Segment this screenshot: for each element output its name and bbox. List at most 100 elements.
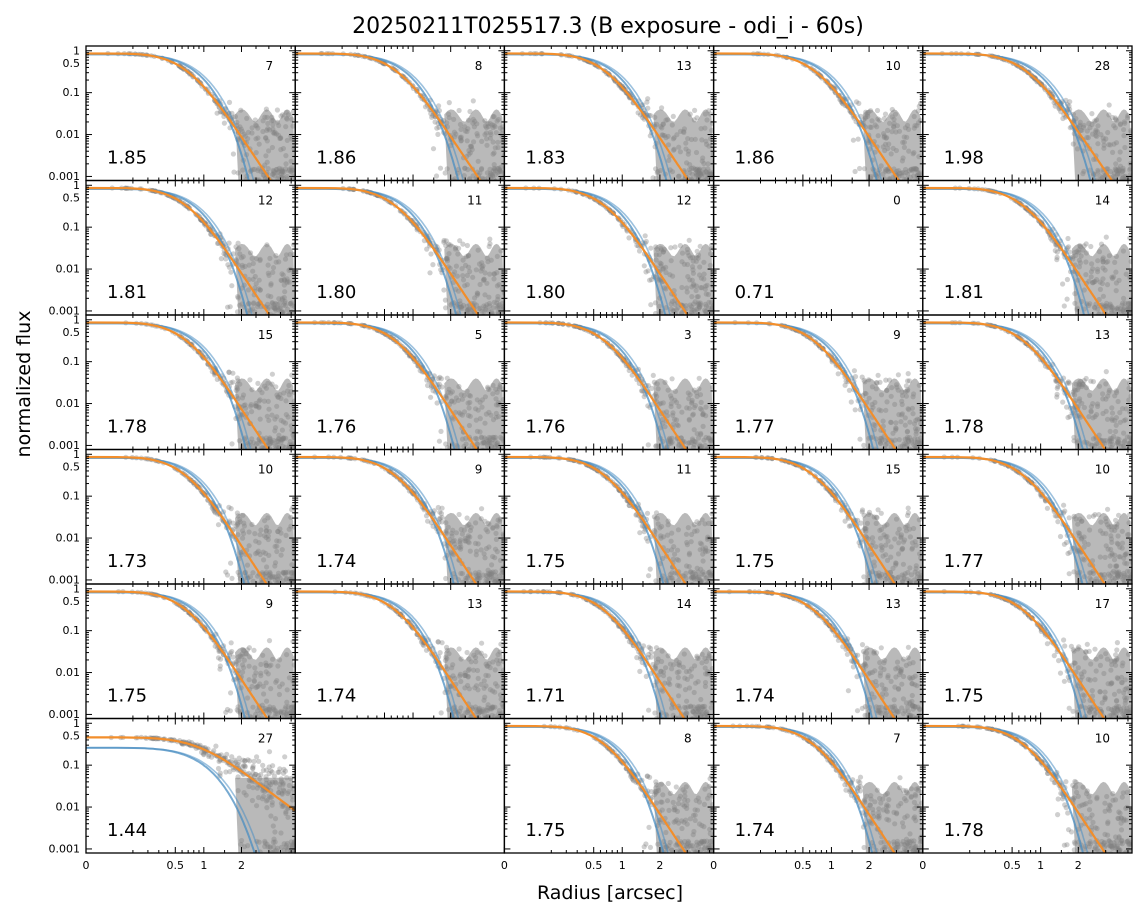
psf-data-point [856,100,862,106]
psf-data-point [852,168,858,175]
psf-data-point [234,375,240,381]
psf-data-point [905,512,911,519]
psf-data-point [698,452,703,457]
gaussian-fit-line [504,53,673,181]
psf-data-point [285,451,290,456]
psf-data-point [1060,399,1066,405]
psf-data-point [472,451,477,456]
psf-data-point [1103,369,1109,375]
psf-data-point [289,507,295,513]
psf-data-point [1064,296,1070,302]
psf-data-point [457,238,463,244]
y-tick-label: 0.5 [63,326,81,339]
psf-data-point [1108,451,1113,456]
psf-panel: 111.75 [503,448,715,590]
psf-data-point [1097,584,1102,589]
panel-ticks [294,180,505,315]
psf-data-point [1103,234,1109,240]
psf-data-point [487,241,493,247]
psf-data-point [1083,241,1089,247]
psf-data-point [479,506,485,512]
psf-data-point [708,243,714,249]
x-axis-label: Radius [arcsec] [537,882,683,904]
psf-data-point [859,374,865,380]
psf-data-point [277,183,282,188]
fwhm-value-label: 1.78 [944,417,984,438]
y-tick-label: 0.1 [63,490,81,503]
psf-data-point [877,379,883,385]
star-count-label: 3 [684,328,692,342]
psf-data-point [1120,451,1125,456]
psf-data-point [670,113,676,119]
psf-data-point [228,269,234,275]
psf-data-point [696,375,702,381]
psf-data-point [850,137,857,143]
gaussian-fit-line [922,187,1086,315]
psf-data-point [490,451,495,456]
psf-data-point [635,110,641,116]
psf-data-point [226,369,232,375]
psf-data-point [464,242,470,249]
psf-data-point [1054,257,1060,263]
psf-data-point [694,248,700,254]
psf-data-point [678,316,683,321]
psf-data-point [1106,102,1112,108]
psf-data-point [859,509,865,515]
psf-panel: 131.83 [503,45,715,188]
fwhm-value-label: 1.86 [735,148,775,169]
psf-data-point [1054,394,1060,400]
fwhm-value-label: 1.98 [944,148,984,169]
psf-data-point [669,376,675,382]
psf-data-point [229,283,235,289]
fwhm-value-label: 1.81 [944,282,984,303]
y-tick-label: 1 [73,44,80,57]
fwhm-value-label: 1.77 [735,417,775,438]
psf-data-point [435,376,441,382]
y-tick-label: 0.001 [49,439,81,452]
psf-data-point [494,585,499,590]
moffat-fit-line [713,52,901,181]
psf-data-point [274,107,280,113]
psf-data-point [436,438,442,444]
psf-data-point [672,244,678,250]
y-tick-label: 0.001 [49,304,81,317]
psf-data-point [1060,115,1066,122]
y-tick-label: 0.5 [63,57,81,70]
psf-data-point [442,170,448,176]
psf-data-point [646,573,652,579]
psf-data-point [1109,449,1111,450]
psf-data-point [486,449,489,450]
y-axis-label: normalized flux [13,311,35,458]
gaussian-fit-line [504,188,671,315]
psf-data-point [684,451,689,456]
psf-data-point [1088,243,1094,250]
psf-data-point [469,585,474,590]
psf-data-point [693,183,698,188]
psf-data-point [229,575,235,582]
psf-data-point [835,371,841,377]
psf-data-point [1089,111,1095,117]
psf-panel: 31.76 [503,314,715,457]
psf-panel: 51.76 [294,314,506,456]
y-tick-label: 0.01 [56,263,81,276]
psf-data-point [1081,315,1086,320]
psf-data-point [229,441,235,447]
star-count-label: 15 [258,328,273,342]
psf-data-point [671,317,676,322]
moffat-fit-line [922,186,1108,315]
psf-data-point [637,530,643,536]
psf-data-point [676,585,681,590]
psf-data-point [437,165,444,171]
psf-data-point [464,181,469,186]
psf-data-point [427,270,433,276]
psf-data-point [223,569,229,575]
psf-data-point [472,450,477,455]
psf-data-point [645,268,651,274]
star-count-label: 13 [1095,328,1110,342]
y-tick-label: 0.5 [63,460,81,473]
psf-data-point [433,173,440,179]
psf-noise-cloud [235,243,296,315]
psf-data-point [664,182,669,187]
